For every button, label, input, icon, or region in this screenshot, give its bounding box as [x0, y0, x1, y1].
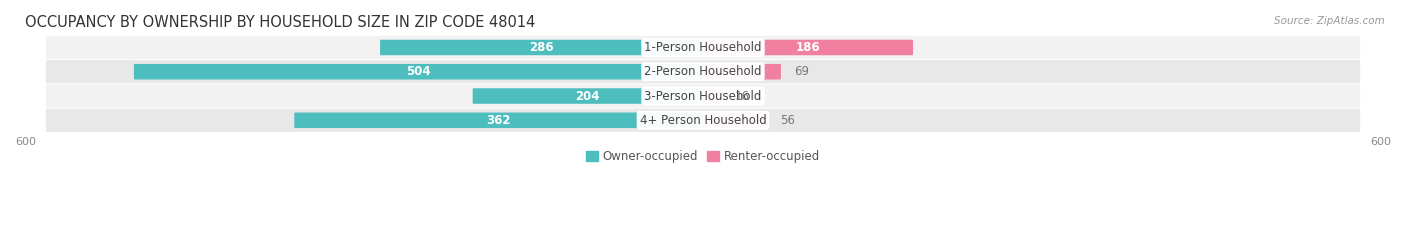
FancyBboxPatch shape: [134, 64, 703, 79]
FancyBboxPatch shape: [46, 84, 1360, 108]
Text: 204: 204: [575, 89, 600, 103]
Text: OCCUPANCY BY OWNERSHIP BY HOUSEHOLD SIZE IN ZIP CODE 48014: OCCUPANCY BY OWNERSHIP BY HOUSEHOLD SIZE…: [25, 15, 536, 30]
Text: 186: 186: [796, 41, 820, 54]
FancyBboxPatch shape: [703, 113, 766, 128]
Text: 362: 362: [486, 114, 510, 127]
Text: Source: ZipAtlas.com: Source: ZipAtlas.com: [1274, 16, 1385, 26]
FancyBboxPatch shape: [703, 40, 912, 55]
Text: 2-Person Household: 2-Person Household: [644, 65, 762, 78]
Text: 3-Person Household: 3-Person Household: [644, 89, 762, 103]
FancyBboxPatch shape: [46, 60, 1360, 83]
FancyBboxPatch shape: [294, 113, 703, 128]
Text: 69: 69: [794, 65, 810, 78]
FancyBboxPatch shape: [380, 40, 703, 55]
FancyBboxPatch shape: [46, 109, 1360, 132]
Legend: Owner-occupied, Renter-occupied: Owner-occupied, Renter-occupied: [586, 151, 820, 163]
Text: 16: 16: [734, 89, 749, 103]
Text: 504: 504: [406, 65, 430, 78]
FancyBboxPatch shape: [46, 36, 1360, 59]
Text: 56: 56: [780, 114, 794, 127]
Text: 1-Person Household: 1-Person Household: [644, 41, 762, 54]
FancyBboxPatch shape: [472, 88, 703, 104]
FancyBboxPatch shape: [703, 64, 780, 79]
Text: 4+ Person Household: 4+ Person Household: [640, 114, 766, 127]
FancyBboxPatch shape: [703, 88, 721, 104]
Text: 286: 286: [529, 41, 554, 54]
